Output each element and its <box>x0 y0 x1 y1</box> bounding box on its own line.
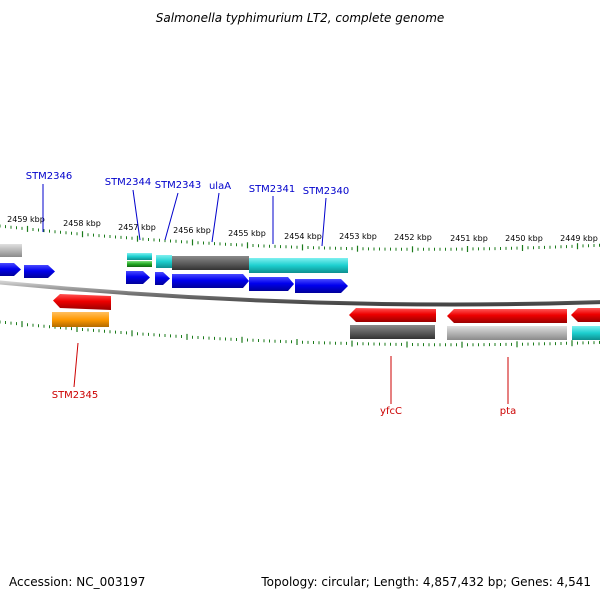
scale-label: 2449 kbp <box>560 234 598 243</box>
gene-label-stm2346[interactable]: STM2346 <box>26 171 73 182</box>
gene-label-stm2344[interactable]: STM2344 <box>105 177 152 188</box>
dark-gray-feature-block <box>172 256 249 270</box>
scale-label: 2456 kbp <box>173 226 211 235</box>
forward-gene-labels: STM2346 STM2344 STM2343 ulaA STM2341 STM… <box>26 171 350 247</box>
upper-tick-track <box>0 224 600 253</box>
reverse-gene-arrow[interactable] <box>447 309 567 323</box>
scale-labels: 2459 kbp 2458 kbp 2457 kbp 2456 kbp 2455… <box>7 215 598 243</box>
forward-gene-arrow[interactable] <box>249 277 294 291</box>
reverse-gene-arrow[interactable] <box>53 294 111 310</box>
gene-label-ulaa[interactable]: ulaA <box>209 181 231 192</box>
forward-gene-arrow[interactable] <box>295 279 348 293</box>
gene-label-yfcc[interactable]: yfcC <box>380 406 402 417</box>
cyan-feature-block <box>249 258 348 273</box>
accession-text: Accession: NC_003197 <box>9 575 145 589</box>
gene-label-stm2343[interactable]: STM2343 <box>155 180 202 191</box>
forward-gene-arrow[interactable] <box>126 271 150 284</box>
gene-label-stm2345[interactable]: STM2345 <box>52 390 99 401</box>
gray-feature-block <box>447 326 567 340</box>
dark-gray-feature-block <box>350 325 435 339</box>
scale-label: 2452 kbp <box>394 233 432 242</box>
orange-feature-block <box>52 312 109 327</box>
map-title: Salmonella typhimurium LT2, complete gen… <box>156 11 445 25</box>
gene-leader-line <box>321 197 327 247</box>
gene-label-stm2341[interactable]: STM2341 <box>249 184 296 195</box>
reverse-gene-labels: STM2345 yfcC pta <box>52 342 516 417</box>
forward-gene-arrow[interactable] <box>172 274 249 288</box>
forward-gene-arrow[interactable] <box>0 263 21 276</box>
lower-feature-track <box>52 312 600 340</box>
forward-gene-arrow[interactable] <box>155 272 170 285</box>
scale-label: 2455 kbp <box>228 229 266 238</box>
topology-text: Topology: circular; Length: 4,857,432 bp… <box>260 575 591 589</box>
scale-label: 2453 kbp <box>339 232 377 241</box>
gene-label-pta[interactable]: pta <box>500 406 516 417</box>
reverse-gene-track <box>53 294 600 323</box>
forward-gene-track <box>0 263 348 293</box>
gene-leader-line <box>164 192 179 241</box>
upper-feature-track <box>0 244 348 273</box>
reverse-gene-arrow[interactable] <box>571 308 600 322</box>
scale-label: 2459 kbp <box>7 215 45 224</box>
cyan-feature-block <box>156 255 172 268</box>
gene-leader-line <box>132 189 141 241</box>
scale-label: 2458 kbp <box>63 219 101 228</box>
gray-feature-block <box>0 244 22 257</box>
gene-leader-line <box>211 192 220 243</box>
genome-backbone <box>0 280 600 307</box>
cyan-feature-block <box>572 326 600 340</box>
scale-label: 2454 kbp <box>284 232 322 241</box>
forward-gene-arrow[interactable] <box>24 265 55 278</box>
scale-label: 2450 kbp <box>505 234 543 243</box>
gene-label-stm2340[interactable]: STM2340 <box>303 186 350 197</box>
cyan-feature-block <box>127 253 152 260</box>
reverse-gene-arrow[interactable] <box>349 308 436 322</box>
scale-label: 2457 kbp <box>118 223 156 232</box>
green-feature-block <box>127 261 152 267</box>
scale-label: 2451 kbp <box>450 234 488 243</box>
gene-leader-line <box>73 342 79 388</box>
